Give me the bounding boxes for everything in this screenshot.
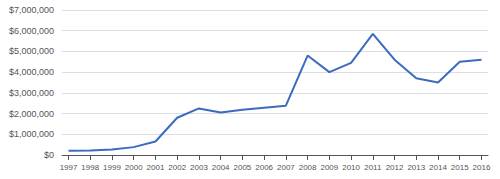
svg-text:2002: 2002 (168, 163, 186, 172)
svg-text:$3,000,000: $3,000,000 (9, 88, 54, 98)
svg-text:1999: 1999 (103, 163, 121, 172)
svg-text:2013: 2013 (407, 163, 425, 172)
svg-text:2001: 2001 (147, 163, 165, 172)
svg-text:1997: 1997 (60, 163, 78, 172)
svg-text:2008: 2008 (299, 163, 317, 172)
svg-text:$2,000,000: $2,000,000 (9, 109, 54, 119)
svg-text:2016: 2016 (473, 163, 491, 172)
svg-text:2005: 2005 (233, 163, 251, 172)
svg-text:2014: 2014 (429, 163, 447, 172)
svg-text:2007: 2007 (277, 163, 295, 172)
svg-text:$4,000,000: $4,000,000 (9, 67, 54, 77)
svg-text:2009: 2009 (320, 163, 338, 172)
svg-text:$5,000,000: $5,000,000 (9, 46, 54, 56)
svg-text:$7,000,000: $7,000,000 (9, 5, 54, 15)
svg-text:2004: 2004 (212, 163, 230, 172)
svg-text:$6,000,000: $6,000,000 (9, 26, 54, 36)
svg-text:$1,000,000: $1,000,000 (9, 129, 54, 139)
svg-text:2015: 2015 (451, 163, 469, 172)
svg-text:$0: $0 (44, 150, 54, 160)
svg-text:2003: 2003 (190, 163, 208, 172)
svg-text:1998: 1998 (81, 163, 99, 172)
svg-text:2010: 2010 (342, 163, 360, 172)
svg-text:2006: 2006 (255, 163, 273, 172)
svg-text:2011: 2011 (364, 163, 382, 172)
svg-text:2012: 2012 (386, 163, 404, 172)
svg-text:2000: 2000 (125, 163, 143, 172)
